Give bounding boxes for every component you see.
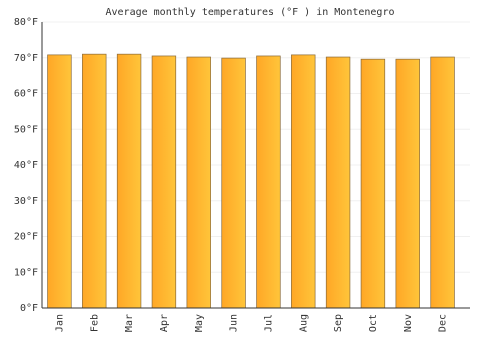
bar [430,56,455,309]
bar [221,57,246,309]
bar [360,58,386,309]
y-tick-label: 20°F [14,232,38,243]
y-tick-label: 70°F [14,53,38,64]
bar [291,54,316,309]
bar [151,55,177,309]
x-tick-label: Mar [124,314,135,332]
y-tick-label: 50°F [14,124,38,135]
bar [116,53,142,309]
bar [82,53,107,309]
x-tick-label: Apr [159,314,170,332]
x-tick-label: Sep [333,314,344,332]
x-tick-label: Jul [263,314,274,332]
bar [186,56,211,309]
x-tick-label: Dec [438,314,449,332]
bar [256,55,281,309]
bar [325,56,351,309]
x-tick-label: Nov [403,314,414,332]
y-tick-label: 30°F [14,196,38,207]
bar [47,54,72,309]
x-tick-label: Feb [89,314,100,332]
x-tick-label: Jun [229,314,240,332]
y-tick-label: 40°F [14,160,38,171]
x-tick-label: May [194,314,205,332]
chart-title: Average monthly temperatures (°F ) in Mo… [106,7,395,18]
y-tick-label: 80°F [14,17,38,28]
x-tick-label: Aug [298,314,309,332]
x-tick-label: Oct [368,314,379,332]
y-tick-label: 10°F [14,267,38,278]
y-tick-label: 0°F [20,303,38,314]
x-tick-label: Jan [54,314,65,332]
y-tick-label: 60°F [14,89,38,100]
bar [395,58,420,309]
